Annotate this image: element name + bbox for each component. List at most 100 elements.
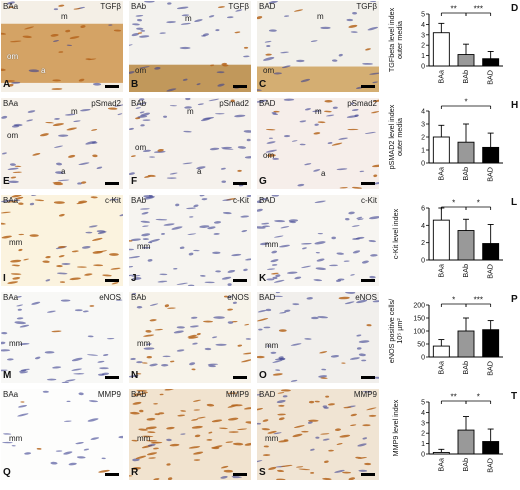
y-tick-label: 50	[417, 342, 425, 349]
micrograph-panel-S: BAD MMP9 mm S	[256, 388, 380, 481]
marker-label: pSmad2	[91, 99, 121, 108]
tissue-label-mm: mm	[137, 434, 151, 443]
micrograph-panel-R: BAb MMP9 mm R	[128, 388, 252, 481]
y-tick-label: 0	[421, 161, 425, 168]
panel-letter: C	[259, 79, 267, 90]
bar-BAb	[457, 141, 475, 164]
group-label: BAb	[131, 2, 147, 11]
marker-label: pSmad2	[347, 99, 377, 108]
y-tick-label: 3	[421, 122, 425, 129]
tissue-label-om: om	[7, 52, 19, 61]
tissue-label-a: a	[321, 169, 326, 178]
tissue-label-a: a	[197, 167, 202, 176]
micrograph-texture	[257, 292, 379, 383]
y-tick-label: 200	[413, 303, 425, 310]
micrograph-texture	[1, 98, 123, 189]
micrograph-texture	[257, 1, 379, 92]
panel-letter: L	[511, 197, 517, 208]
bar-BAD	[482, 329, 500, 358]
y-axis-label: MMP9 level index	[391, 399, 400, 456]
significance-label: **	[451, 5, 457, 14]
marker-label: TGFβ	[100, 2, 121, 11]
micrograph-texture	[1, 195, 123, 286]
micrograph-panel-J: BAb c-Kit mm J	[128, 194, 252, 287]
tissue-label-m: m	[187, 107, 194, 116]
group-label: BAb	[131, 390, 147, 399]
micrograph-texture	[257, 98, 379, 189]
x-tick-label: BAD	[486, 361, 495, 376]
y-tick-label: 4	[421, 223, 425, 230]
x-tick-label: BAa	[436, 458, 445, 472]
tissue-label-om: om	[263, 66, 275, 75]
significance-label: *	[452, 296, 455, 305]
panel-letter: M	[3, 370, 12, 381]
micrograph-panel-A: BAa TGFβ m om a A	[0, 0, 124, 93]
scale-bar	[361, 85, 375, 88]
significance-label: ***	[474, 296, 483, 305]
tissue-label-om: om	[135, 143, 147, 152]
bar-BAa	[432, 32, 450, 67]
scale-bar	[361, 376, 375, 379]
micrograph-texture	[129, 389, 251, 480]
significance-label: **	[451, 393, 457, 402]
group-label: BAD	[259, 390, 276, 399]
micrograph-panel-B: BAb TGFβ m om B	[128, 0, 252, 93]
panel-letter: N	[131, 370, 139, 381]
bar-chart-T: T MMP9 level index 0 1 2 3 4 5 BAa BAb BAD ** *	[385, 388, 520, 485]
significance-label: *	[452, 199, 455, 208]
micrograph-texture	[129, 195, 251, 286]
marker-label: MMP9	[225, 390, 249, 399]
micrograph-panel-G: BAD pSmad2 m om a G	[256, 97, 380, 190]
x-tick-label: BAb	[461, 264, 470, 278]
group-label: BAb	[131, 99, 147, 108]
bar-BAD	[482, 146, 500, 164]
y-tick-label: 4	[421, 22, 425, 29]
group-label: BAb	[131, 293, 147, 302]
group-label: BAa	[3, 99, 19, 108]
bar-BAa	[432, 451, 450, 455]
micrograph-panel-Q: BAa MMP9 mm Q	[0, 388, 124, 481]
chart-svg: D TGFbeta level indexouter media 0 1 2 3 4 5 BAa…	[387, 3, 518, 85]
micrograph-texture	[129, 1, 251, 92]
group-label: BAa	[3, 2, 19, 11]
significance-label: ***	[474, 5, 483, 14]
marker-label: TGFβ	[356, 2, 377, 11]
marker-label: eNOS	[355, 293, 377, 302]
y-tick-label: 100	[413, 329, 425, 336]
x-tick-label: BAb	[461, 361, 470, 375]
bar-BAa	[432, 136, 450, 164]
y-tick-label: 2	[421, 431, 425, 438]
chart-svg: Lc-Kit level index 0 2 4 6 BAa BAb BAD * *	[391, 197, 517, 279]
tissue-label-m: m	[61, 12, 68, 21]
y-tick-label: 2	[421, 135, 425, 142]
bar-BAa	[432, 345, 450, 358]
tissue-label-mm: mm	[265, 240, 279, 249]
micrograph-panel-F: BAb pSmad2 m om a F	[128, 97, 252, 190]
micrograph-texture	[1, 1, 123, 92]
scale-bar	[105, 376, 119, 379]
micrograph-panel-K: BAD c-Kit mm K	[256, 194, 380, 287]
y-axis-label: pSMAD2 level indexouter media	[387, 104, 404, 169]
panel-letter: D	[511, 3, 518, 14]
micrograph-texture	[129, 98, 251, 189]
group-label: BAD	[259, 293, 276, 302]
scale-bar	[361, 279, 375, 282]
tissue-label-mm: mm	[9, 339, 23, 348]
marker-label: c-Kit	[105, 196, 121, 205]
tissue-label-a: a	[41, 66, 46, 75]
group-label: BAD	[259, 99, 276, 108]
y-tick-label: 150	[413, 316, 425, 323]
significance-label: *	[477, 393, 480, 402]
tissue-label-mm: mm	[9, 238, 23, 247]
x-tick-label: BAb	[461, 70, 470, 84]
marker-label: eNOS	[227, 293, 249, 302]
y-tick-label: 0	[421, 258, 425, 265]
tissue-label-mm: mm	[137, 242, 151, 251]
panel-letter: K	[259, 273, 267, 284]
tissue-label-mm: mm	[9, 434, 23, 443]
panel-letter: P	[511, 294, 518, 305]
